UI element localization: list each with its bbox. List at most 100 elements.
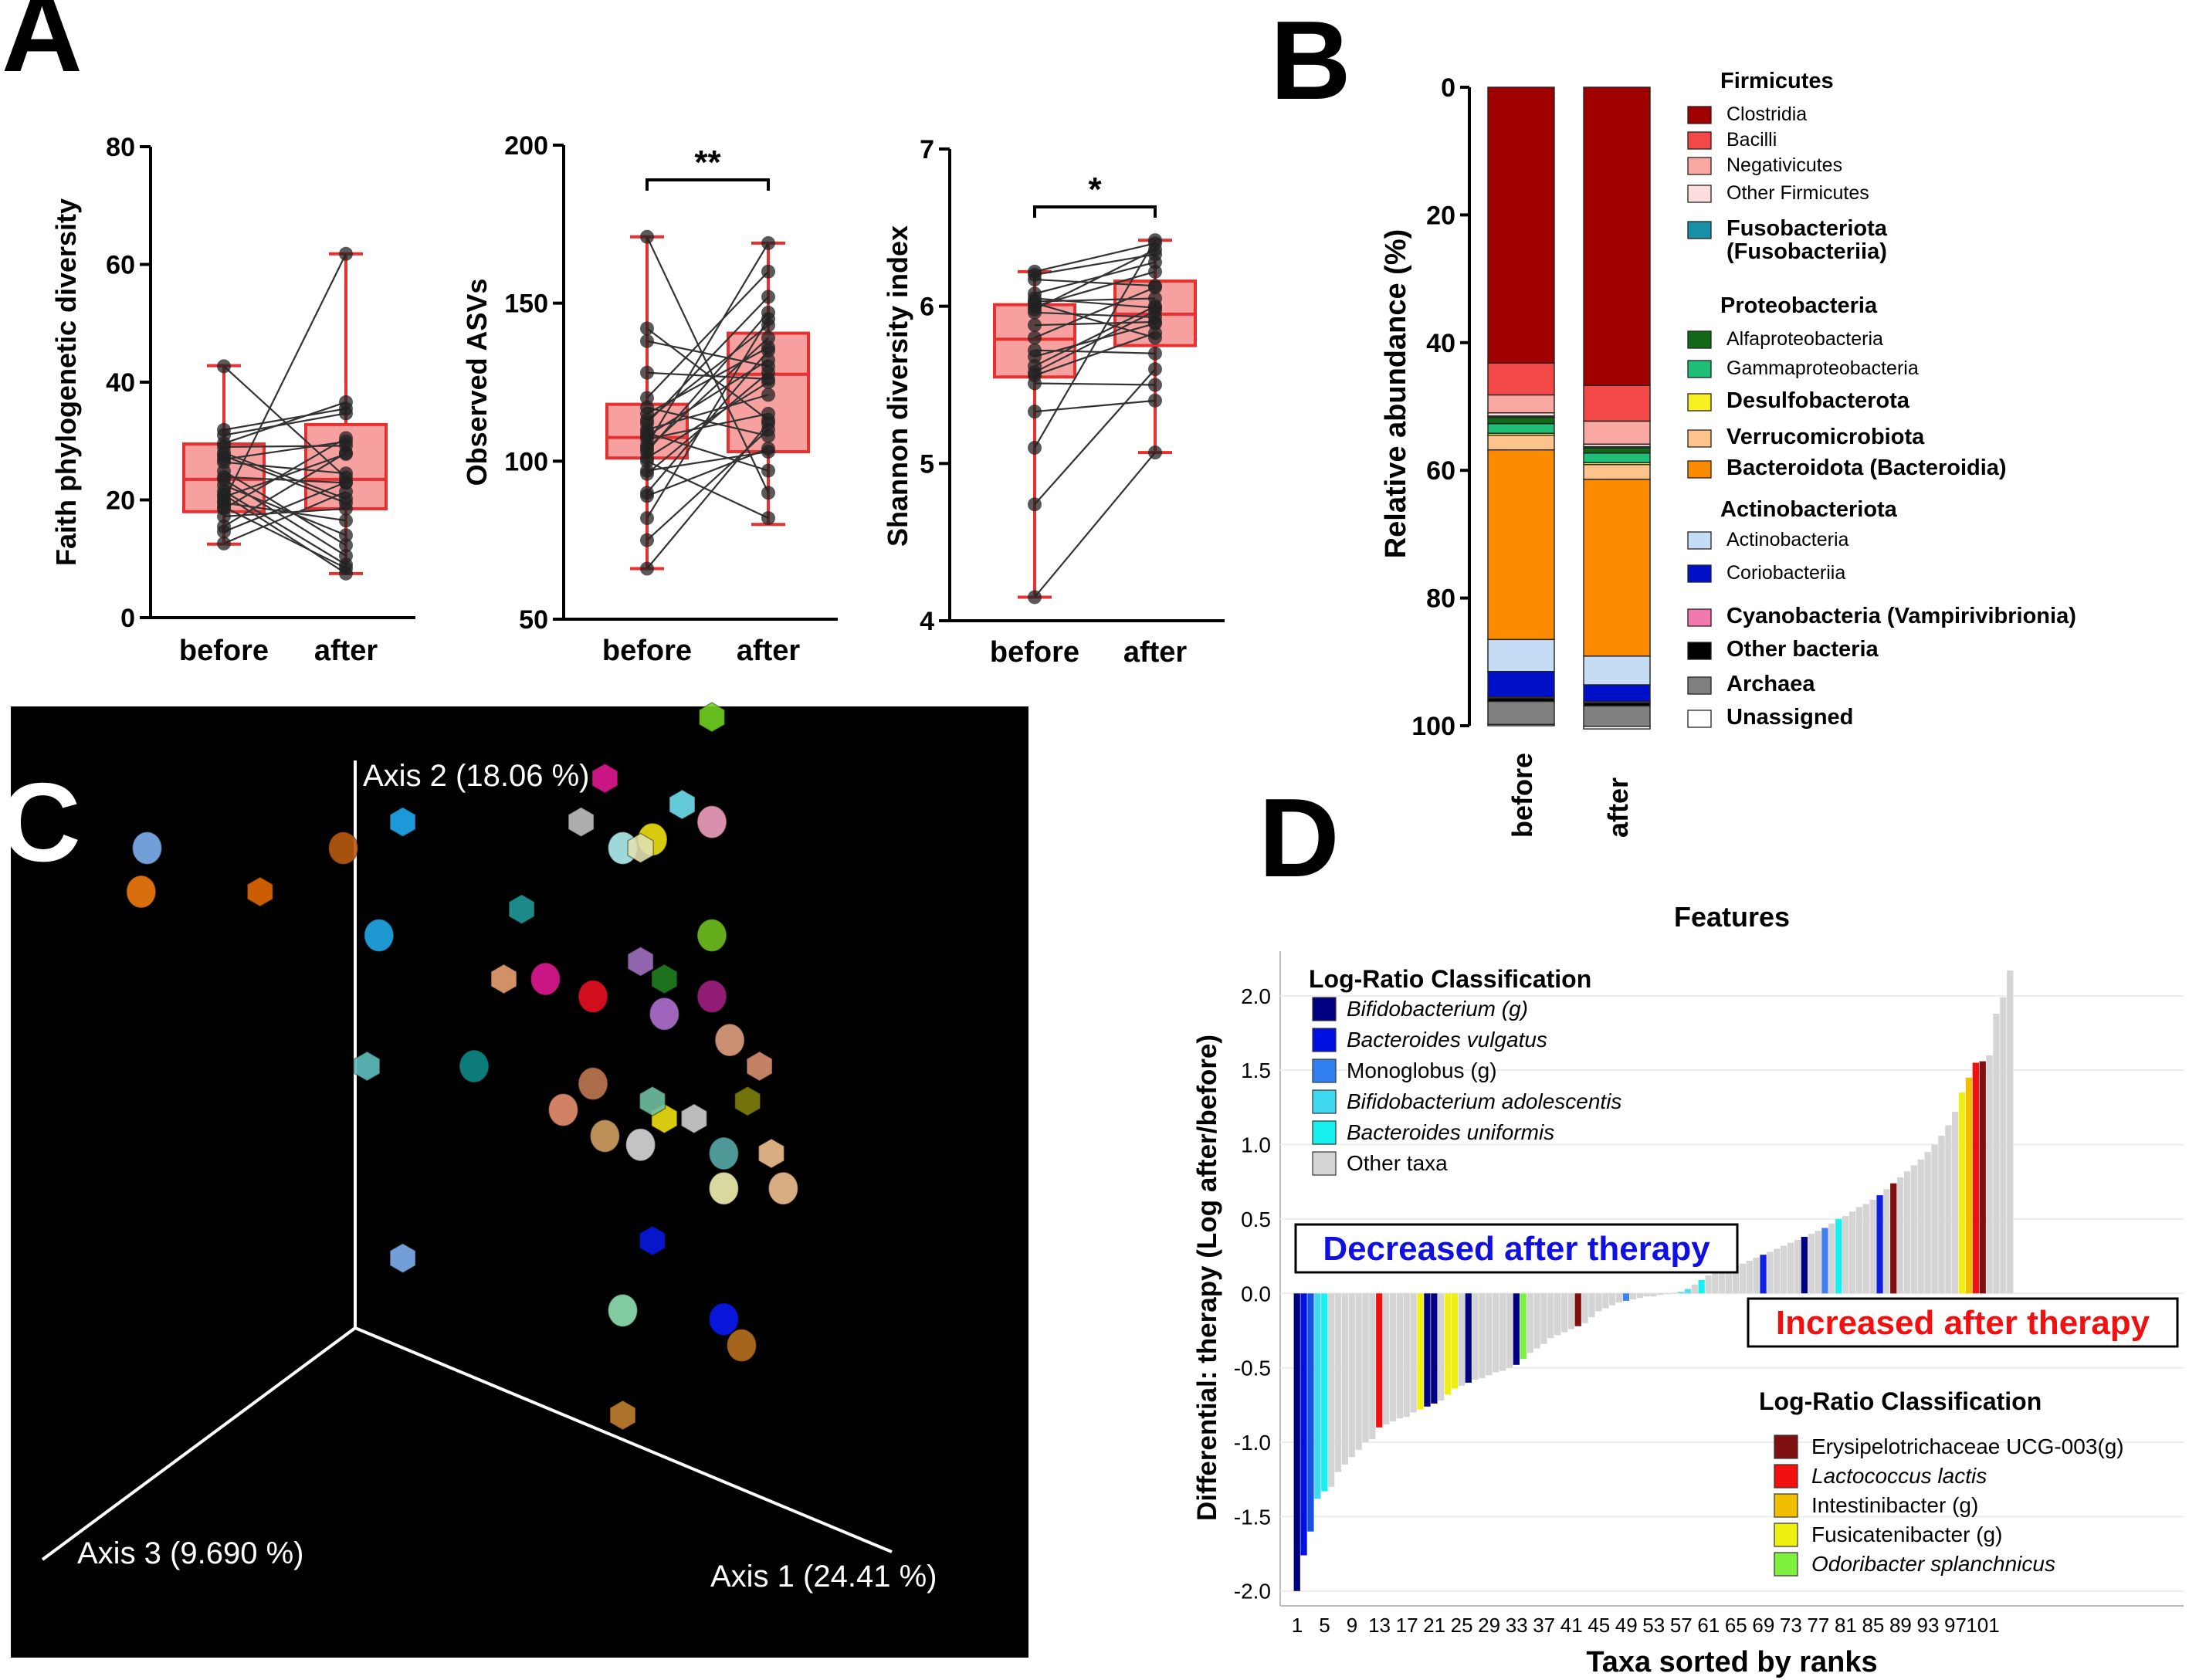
bar bbox=[1924, 1152, 1931, 1294]
data-point bbox=[761, 486, 775, 500]
data-point bbox=[1028, 273, 1042, 287]
bar bbox=[1821, 1228, 1828, 1294]
sample-point bbox=[389, 1242, 416, 1274]
bar bbox=[1458, 1293, 1465, 1386]
bar bbox=[1410, 1293, 1417, 1413]
data-point bbox=[761, 511, 775, 526]
data-point bbox=[761, 463, 775, 478]
data-point bbox=[761, 416, 775, 431]
sample-point bbox=[708, 1136, 740, 1170]
bar bbox=[1664, 1293, 1671, 1295]
data-point bbox=[339, 395, 353, 409]
stacked-segment bbox=[1583, 384, 1651, 422]
y-tick-label: 40 bbox=[106, 368, 135, 398]
legend-swatch bbox=[1687, 642, 1712, 660]
legend-label: Monoglobus (g) bbox=[1347, 1058, 1497, 1082]
y-tick-label: 60 bbox=[106, 251, 135, 280]
sample-point bbox=[591, 763, 618, 794]
legend-label: Gammaproteobacteria bbox=[1726, 357, 1919, 379]
x-tick-label: 45 bbox=[1588, 1614, 1610, 1637]
legend-label: Fusicatenibacter (g) bbox=[1811, 1522, 2002, 1546]
bar bbox=[1293, 1293, 1300, 1591]
stacked-segment bbox=[1487, 423, 1555, 434]
sample-point bbox=[625, 1127, 656, 1162]
y-axis-label: Relative abundance (%) bbox=[1380, 229, 1412, 559]
bar bbox=[1355, 1293, 1362, 1450]
legend-label: Fusobacteriota bbox=[1726, 216, 1888, 241]
y-tick-label: 0.5 bbox=[1241, 1208, 1271, 1231]
bar bbox=[1328, 1293, 1335, 1487]
bar bbox=[1609, 1293, 1616, 1306]
pair-line bbox=[646, 337, 769, 449]
bar bbox=[1931, 1144, 1938, 1294]
pair-line bbox=[223, 506, 347, 569]
bar bbox=[1451, 1293, 1459, 1389]
stacked-segment bbox=[1487, 449, 1555, 641]
bar bbox=[1520, 1293, 1527, 1360]
y-tick-label: 20 bbox=[106, 486, 135, 516]
y-tick-label: 50 bbox=[519, 605, 548, 635]
bar bbox=[1671, 1292, 1678, 1294]
legend-swatch bbox=[1687, 131, 1712, 150]
sample-point bbox=[609, 1400, 636, 1431]
bar bbox=[1842, 1216, 1849, 1294]
pair-line bbox=[646, 412, 769, 440]
significance-bracket bbox=[646, 178, 770, 191]
sample-point bbox=[768, 1171, 799, 1205]
bar bbox=[1560, 1293, 1568, 1333]
y-tick-label: 1.5 bbox=[1241, 1058, 1271, 1082]
significance-marker: * bbox=[1088, 171, 1102, 208]
data-point bbox=[1028, 376, 1042, 391]
bar bbox=[1739, 1263, 1747, 1294]
legend-swatch bbox=[1687, 608, 1712, 627]
pcoa-background bbox=[11, 706, 1028, 1658]
legend-swatch bbox=[1774, 1552, 1798, 1577]
legend-label: Cyanobacteria (Vampirivibrionia) bbox=[1726, 604, 2076, 628]
x-tick-label: 85 bbox=[1862, 1614, 1884, 1637]
bar bbox=[2000, 997, 2007, 1294]
stacked-segment bbox=[1583, 86, 1651, 386]
pair-line bbox=[646, 236, 769, 493]
legend-swatch bbox=[1687, 710, 1712, 728]
x-tick-label: 13 bbox=[1368, 1614, 1391, 1637]
data-point bbox=[1028, 318, 1042, 333]
category-label: before bbox=[602, 635, 692, 667]
bar bbox=[1533, 1293, 1540, 1349]
legend-swatch bbox=[1687, 330, 1712, 349]
y-tick-label: 20 bbox=[1426, 201, 1455, 230]
legend-label: Proteobacteria bbox=[1720, 293, 1878, 318]
legend-label: Erysipelotrichaceae UCG-003(g) bbox=[1811, 1434, 2124, 1458]
y-tick-label: 5 bbox=[920, 449, 934, 479]
data-point bbox=[761, 264, 775, 279]
bar bbox=[1389, 1293, 1397, 1421]
y-tick-label: 100 bbox=[1411, 712, 1455, 741]
sample-point bbox=[680, 1102, 708, 1134]
data-point bbox=[761, 235, 775, 250]
legend-swatch bbox=[1312, 1151, 1337, 1176]
legend-label: Actinobacteriota bbox=[1720, 497, 1898, 522]
stacked-segment bbox=[1487, 416, 1555, 425]
bar bbox=[1643, 1293, 1650, 1297]
pair-line bbox=[1034, 323, 1156, 357]
bar bbox=[1547, 1293, 1554, 1339]
y-tick-label: 0 bbox=[120, 604, 135, 633]
sample-point bbox=[708, 1302, 740, 1336]
bar bbox=[1897, 1177, 1904, 1294]
sample-point bbox=[639, 1225, 666, 1256]
data-point bbox=[339, 406, 353, 421]
category-label: after bbox=[314, 635, 378, 667]
sample-point bbox=[649, 997, 680, 1031]
category-label: before bbox=[179, 635, 269, 667]
pair-line bbox=[646, 460, 769, 520]
data-point bbox=[339, 431, 353, 445]
y-tick-label: 150 bbox=[504, 290, 548, 319]
bar bbox=[1403, 1293, 1410, 1418]
legend-label: Clostridia bbox=[1726, 103, 1807, 125]
bar bbox=[1677, 1292, 1685, 1294]
x-tick-label: 9 bbox=[1347, 1614, 1357, 1637]
bar bbox=[1486, 1293, 1493, 1376]
legend-swatch bbox=[1774, 1434, 1798, 1459]
sample-point bbox=[757, 1138, 785, 1169]
y-tick-label: -2.0 bbox=[1234, 1580, 1271, 1604]
pair-line bbox=[646, 350, 769, 493]
